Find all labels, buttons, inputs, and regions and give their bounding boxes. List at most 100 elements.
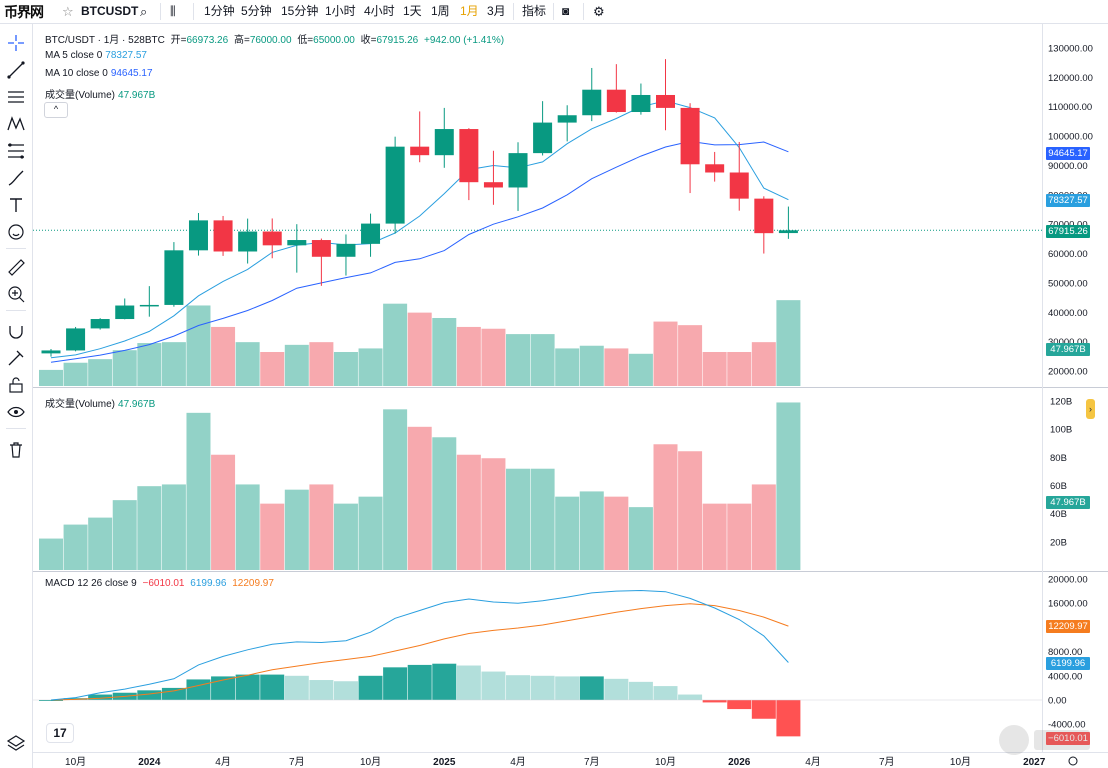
macd-axis-tick: 20000.00 <box>1048 575 1088 586</box>
signal-price-tag: 12209.97 <box>1046 620 1090 633</box>
legend-volume-overlay-value: 47.967B <box>118 90 156 101</box>
interval-1w[interactable]: 1周 <box>431 4 450 18</box>
volume-overlay-bar <box>727 351 752 386</box>
layers-icon[interactable] <box>5 732 27 754</box>
candle-body <box>483 182 503 188</box>
volume-bar <box>432 437 457 570</box>
volume-bar <box>579 491 604 570</box>
ma10-line <box>50 140 789 363</box>
interval-1d[interactable]: 1天 <box>403 4 422 18</box>
interval-4h[interactable]: 4小时 <box>364 4 395 18</box>
volume-bar <box>235 484 260 570</box>
favorite-star-icon[interactable]: ☆ <box>62 4 74 19</box>
time-axis-tick: 10月 <box>65 756 86 768</box>
volume-overlay-bar <box>432 317 457 386</box>
macd-histogram-bar <box>530 675 555 700</box>
time-axis-tick: 10月 <box>360 756 381 768</box>
emoji-icon[interactable] <box>5 221 27 243</box>
tradingview-logo[interactable]: 17 <box>46 723 74 743</box>
legend-macd: MACD 12 26 close 9 −6010.01 6199.96 1220… <box>45 578 274 589</box>
macd-histogram-bar <box>776 700 801 737</box>
volume-overlay-bar <box>407 312 432 386</box>
price-axis-tick: 90000.00 <box>1048 161 1088 172</box>
price-axis-tick: 100000.00 <box>1048 132 1093 143</box>
text-icon[interactable] <box>5 194 27 216</box>
volume-bar <box>530 468 555 570</box>
volume-bar <box>653 444 678 570</box>
macd-histogram-bar <box>383 667 408 700</box>
macd-histogram-bar <box>702 700 727 703</box>
gear-icon[interactable]: ⚙ <box>593 4 605 19</box>
eye-icon[interactable] <box>5 401 27 423</box>
ruler-icon[interactable] <box>5 256 27 278</box>
candle-body <box>90 319 110 329</box>
interval-3mo[interactable]: 3月 <box>487 4 506 18</box>
macd-histogram-bar <box>309 680 334 700</box>
macd-histogram-bar <box>432 663 457 700</box>
volume-overlay-bar <box>333 351 358 386</box>
chart-type-icon[interactable]: ⫼ <box>170 4 176 18</box>
volume-bar <box>39 538 63 570</box>
volume-bar <box>751 484 776 570</box>
interval-1h[interactable]: 1小时 <box>325 4 356 18</box>
macd-histogram-bar <box>235 674 260 700</box>
candle-body <box>385 146 405 224</box>
candle-body <box>164 250 184 305</box>
horizontal-lines-icon[interactable] <box>5 86 27 108</box>
macd-histogram-bar <box>358 675 383 700</box>
volume-overlay-bar <box>161 342 186 386</box>
pane-resize-handle[interactable]: › <box>1086 399 1095 419</box>
volume-pane-tag: 47.967B <box>1046 496 1090 509</box>
legend-volume-pane: 成交量(Volume) 47.967B <box>45 399 156 410</box>
volume-overlay-bar <box>88 359 113 386</box>
volume-bar <box>776 402 801 570</box>
zoom-in-icon[interactable] <box>5 283 27 305</box>
trend-line-icon[interactable] <box>5 59 27 81</box>
volume-bar <box>137 486 162 570</box>
time-axis-tick: 4月 <box>805 756 821 768</box>
macd-histogram-bar <box>727 700 752 710</box>
macd-histogram-bar <box>555 676 580 700</box>
crosshair-icon[interactable] <box>5 32 27 54</box>
search-icon[interactable]: ⌕ <box>140 4 148 19</box>
legend-ma10: MA 10 close 0 94645.17 <box>45 68 153 79</box>
lock-icon[interactable] <box>5 374 27 396</box>
volume-overlay-bar <box>506 334 531 386</box>
legend-high: 76000.00 <box>249 35 292 46</box>
axis-settings-icon <box>1068 756 1078 766</box>
volume-axis-tick: 40B <box>1050 509 1067 520</box>
volume-bar <box>309 484 334 570</box>
interval-5min[interactable]: 5分钟 <box>241 4 272 18</box>
collapse-legend-button[interactable]: ^ <box>44 102 68 118</box>
macd-histogram-bar <box>186 679 211 700</box>
legend-ma5: MA 5 close 0 78327.57 <box>45 50 147 61</box>
brush-icon[interactable] <box>5 167 27 189</box>
macd-histogram-bar <box>407 664 432 700</box>
ma10-price-tag: 94645.17 <box>1046 147 1090 160</box>
volume-overlay-bar <box>137 343 162 386</box>
lock-drawing-icon[interactable] <box>5 347 27 369</box>
camera-icon[interactable]: ◙ <box>562 4 570 18</box>
interval-1min[interactable]: 1分钟 <box>204 4 235 18</box>
magnet-icon[interactable] <box>5 320 27 342</box>
volume-axis-tick: 80B <box>1050 453 1067 464</box>
candle-body <box>631 94 651 113</box>
volume-axis-tick: 100B <box>1050 425 1072 436</box>
time-axis-tick: 2025 <box>433 757 456 768</box>
time-axis-tick: 10月 <box>950 756 971 768</box>
interval-15min[interactable]: 15分钟 <box>281 4 319 18</box>
interval-1mo[interactable]: 1月 <box>460 4 479 18</box>
macd-histogram-bar <box>579 676 604 700</box>
fib-icon[interactable] <box>5 140 27 162</box>
pattern-icon[interactable] <box>5 113 27 135</box>
legend-ma10-value: 94645.17 <box>110 68 153 79</box>
time-axis-tick: 7月 <box>879 756 895 768</box>
volume-bar <box>63 524 88 570</box>
symbol-name[interactable]: BTCUSDT <box>81 4 139 18</box>
time-axis-tick: 2024 <box>138 757 161 768</box>
volume-bar <box>727 503 752 570</box>
trash-icon[interactable] <box>5 438 27 460</box>
macd-axis-tick: 16000.00 <box>1048 599 1088 610</box>
indicators-button[interactable]: 指标 <box>522 4 547 18</box>
